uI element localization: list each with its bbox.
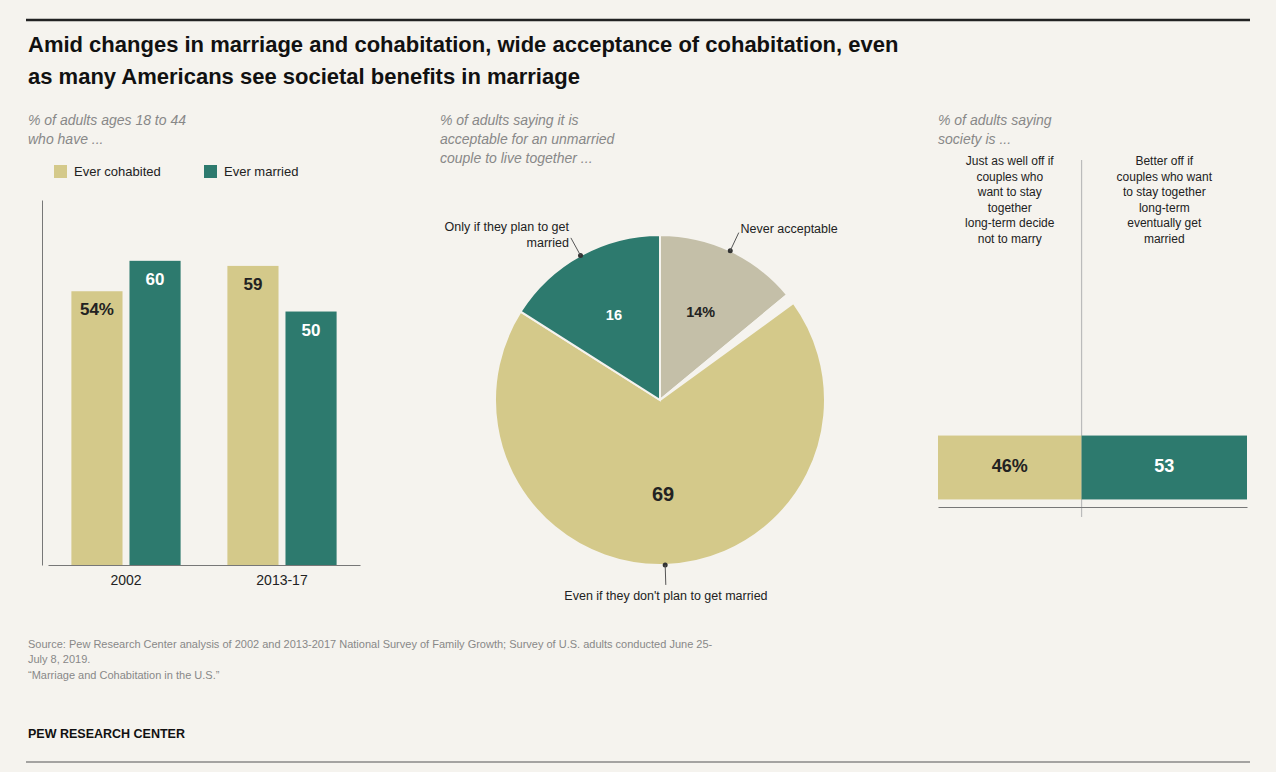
background	[0, 0, 1276, 772]
text-line: % of adults ages 18 to 44	[28, 112, 186, 128]
data-label: 16	[606, 307, 622, 323]
text-line: couples who want	[1117, 170, 1213, 184]
bottom-rule	[26, 761, 1250, 762]
data-label: 69	[652, 483, 674, 505]
data-labels: 46% 53	[992, 456, 1175, 476]
axis-line	[42, 201, 43, 566]
axis-line	[49, 565, 361, 566]
text-line: Never acceptable	[740, 222, 837, 236]
legend-label: Better off if couples who wantto stay tog…	[1117, 154, 1213, 246]
text-line: to stay together	[1123, 185, 1206, 199]
text-line: together	[988, 201, 1032, 215]
legend-label: Ever married	[224, 164, 298, 179]
legend-swatch	[204, 165, 217, 178]
top-rule	[26, 19, 1250, 22]
y-axis	[42, 201, 43, 566]
text-line: as many Americans see societal benefits …	[28, 64, 580, 89]
text-line: Amid changes in marriage and cohabitatio…	[28, 32, 898, 57]
legend-label: Ever cohabited	[74, 164, 161, 179]
text-line: who have ...	[28, 131, 104, 147]
data-label: 59	[243, 275, 262, 294]
footer: PEW RESEARCH CENTER	[28, 727, 185, 741]
tick: 2013-17	[256, 565, 308, 588]
subtitle: % of adults saying it is acceptable for a…	[440, 112, 616, 166]
text-line: “Marriage and Cohabitation in the U.S.”	[28, 669, 220, 681]
bar	[227, 266, 278, 565]
plot-area	[71, 261, 336, 565]
chart-root: Amid changes in marriage and cohabitatio…	[0, 0, 1276, 772]
data-label: 53	[1154, 456, 1174, 476]
bar	[1082, 436, 1247, 500]
text-line: acceptable for an unmarried	[440, 131, 616, 147]
text-line: couples who	[976, 170, 1043, 184]
text-line: want to stay	[977, 185, 1042, 199]
text-line: Even if they don't plan to get married	[564, 589, 767, 603]
text-line: eventually get	[1127, 216, 1202, 230]
text-line: % of adults saying it is	[440, 112, 579, 128]
data-label: 46%	[992, 456, 1028, 476]
subtitle: % of adults ages 18 to 44 who have ...	[28, 112, 186, 147]
text-line: Just as well off if	[966, 154, 1054, 168]
legend: Ever cohabited Ever married	[54, 164, 298, 179]
slice-label: Only if they plan to get married	[445, 220, 570, 250]
text-line: % of adults saying	[938, 112, 1052, 128]
text-line: society is ...	[938, 131, 1011, 147]
text-line: not to marry	[978, 232, 1042, 246]
legend-label: Just as well off if couples whowant to st…	[965, 154, 1055, 246]
bar	[129, 261, 180, 565]
text-line: Source: Pew Research Center analysis of …	[28, 638, 713, 650]
x-axis: 2002 2013-17	[49, 565, 361, 588]
text-line: July 8, 2019.	[28, 653, 90, 665]
data-label: 60	[146, 270, 165, 289]
slice	[521, 235, 660, 400]
text-line: long-term	[1139, 201, 1190, 215]
chart-canvas: Amid changes in marriage and cohabitatio…	[0, 0, 1276, 772]
text-line: Better off if	[1135, 154, 1193, 168]
x-axis	[939, 507, 1248, 508]
bar	[71, 291, 122, 565]
data-label: 14%	[686, 304, 715, 320]
tick-label: 2002	[110, 572, 141, 588]
bar	[938, 436, 1082, 500]
leader-line	[665, 565, 667, 585]
tick-label: 2013-17	[256, 572, 308, 588]
legend-swatch	[54, 165, 67, 178]
plot-area	[938, 436, 1247, 500]
pie: 14% 69 16 Never acceptable Even if they don'…	[445, 220, 838, 604]
text-line: couple to live together ...	[440, 150, 593, 166]
data-label: 54%	[80, 300, 114, 319]
chart-title: Amid changes in marriage and cohabitatio…	[28, 32, 898, 89]
source-note: Source: Pew Research Center analysis of …	[28, 638, 713, 681]
text-line: long-term decide	[965, 216, 1055, 230]
data-label: 50	[302, 321, 321, 340]
bar	[285, 312, 336, 565]
text-line: married	[1144, 232, 1185, 246]
tick: 2002	[110, 565, 141, 588]
text-line: Only if they plan to get	[445, 220, 570, 234]
axis-line	[939, 507, 1248, 508]
slice-label: Even if they don't plan to get married	[564, 589, 767, 603]
data-labels: 54% 59 60 50	[80, 270, 321, 340]
leader-line	[730, 233, 739, 251]
text-line: married	[527, 236, 569, 250]
slice-label: Never acceptable	[740, 222, 837, 236]
leader-line	[571, 238, 581, 256]
subtitle: % of adults saying society is ...	[938, 112, 1052, 147]
